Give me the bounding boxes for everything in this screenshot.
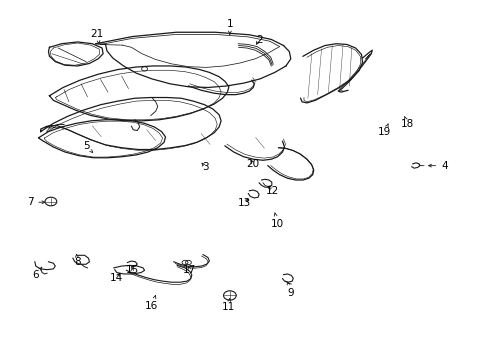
Text: 14: 14 [110, 273, 123, 283]
Text: 8: 8 [74, 254, 81, 267]
Text: 11: 11 [222, 298, 235, 312]
Text: 6: 6 [32, 267, 42, 280]
Text: 7: 7 [26, 197, 45, 207]
Text: 4: 4 [428, 161, 447, 171]
Text: 5: 5 [82, 141, 93, 152]
Text: 17: 17 [183, 265, 196, 275]
Text: 19: 19 [378, 124, 391, 136]
Text: 3: 3 [202, 162, 208, 172]
Text: 21: 21 [90, 29, 103, 44]
Text: 18: 18 [401, 117, 414, 129]
Text: 9: 9 [286, 282, 294, 298]
Text: 2: 2 [255, 35, 262, 45]
Text: 12: 12 [265, 186, 279, 196]
Text: 15: 15 [125, 265, 139, 275]
Text: 20: 20 [246, 159, 259, 169]
Text: 1: 1 [226, 19, 233, 35]
Text: 16: 16 [145, 296, 158, 311]
Text: 13: 13 [237, 198, 251, 208]
Text: 10: 10 [270, 213, 284, 229]
